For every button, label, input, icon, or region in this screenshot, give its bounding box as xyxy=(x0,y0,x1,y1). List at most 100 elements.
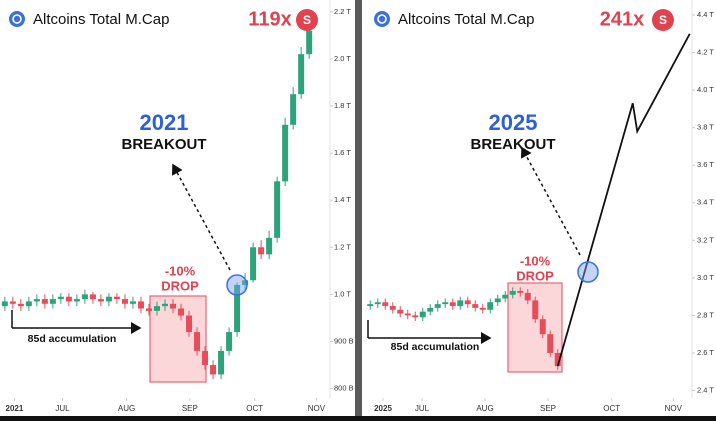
candle-body xyxy=(258,247,265,255)
candle-body xyxy=(524,292,531,301)
breakout-label: BREAKOUT xyxy=(471,136,556,153)
candle-body xyxy=(97,299,104,302)
x-tick-label: AUG xyxy=(476,404,493,413)
candle-body xyxy=(374,302,381,305)
candle-body xyxy=(509,290,516,295)
candle-body xyxy=(81,294,88,300)
drop-pct: -10% xyxy=(520,253,551,268)
y-tick-label: 3.8 T xyxy=(697,123,714,132)
y-tick-label: 2.2 T xyxy=(334,7,351,16)
title-icon xyxy=(9,11,25,27)
candle-body xyxy=(464,300,471,305)
candle-body xyxy=(427,307,434,312)
candle-body xyxy=(389,306,396,310)
candle-body xyxy=(17,303,24,307)
candle-body xyxy=(73,299,80,302)
x-tick-label: JUL xyxy=(55,404,70,413)
candle-body xyxy=(298,54,305,95)
candle-body xyxy=(419,311,426,318)
x-tick-label: OCT xyxy=(603,404,620,413)
candle-body xyxy=(250,247,257,281)
candle-body xyxy=(397,309,404,314)
projection-line xyxy=(556,33,691,367)
multiplier: 241x xyxy=(600,8,645,30)
candle-body xyxy=(290,94,297,125)
y-tick-label: 900 B xyxy=(334,336,354,345)
y-tick-label: 1.8 T xyxy=(334,101,351,110)
y-tick-label: 2.0 T xyxy=(334,54,351,63)
breakout-circle xyxy=(226,274,248,296)
candle-body xyxy=(194,332,201,351)
x-tick-label: JUL xyxy=(415,404,430,413)
title-icon-inner xyxy=(377,14,387,24)
y-tick-label: 1.2 T xyxy=(334,242,351,251)
chart-title: Altcoins Total M.Cap xyxy=(33,11,169,28)
candle-body xyxy=(41,299,48,304)
breakout-year: 2025 xyxy=(489,110,538,135)
candle-body xyxy=(210,365,217,375)
y-tick-label: 3.4 T xyxy=(697,198,714,207)
breakout-circle xyxy=(577,261,599,283)
y-tick-label: 2.6 T xyxy=(697,348,714,357)
candle-body xyxy=(517,290,524,293)
y-tick-label: 800 B xyxy=(334,384,354,393)
drop-label: DROP xyxy=(516,268,554,283)
candle-body xyxy=(494,298,501,303)
candle-body xyxy=(442,302,449,305)
breakout-arrow xyxy=(172,163,231,271)
candle-body xyxy=(178,308,185,316)
x-tick-label: OCT xyxy=(246,404,263,413)
drop-pct: -10% xyxy=(165,263,196,278)
candle-body xyxy=(49,299,56,304)
candle-body xyxy=(226,332,233,351)
candle-body xyxy=(367,304,374,307)
y-tick-label: 2.8 T xyxy=(697,310,714,319)
y-tick-label: 4.0 T xyxy=(697,85,714,94)
drop-box xyxy=(507,282,563,373)
breakout-label: BREAKOUT xyxy=(122,136,207,153)
y-tick-label: 4.2 T xyxy=(697,48,714,57)
candle-body xyxy=(153,306,160,311)
x-tick-label: NOV xyxy=(308,404,326,413)
y-tick-label: 3.6 T xyxy=(697,160,714,169)
y-tick-label: 1.0 T xyxy=(334,289,351,298)
y-tick-label: 3.2 T xyxy=(697,235,714,244)
candle-body xyxy=(479,307,486,310)
accumulation-label: 85d accumulation xyxy=(391,341,480,353)
bottom-bar xyxy=(0,416,716,421)
title-icon-inner xyxy=(12,14,22,24)
candle-body xyxy=(89,294,96,300)
x-tick-label: SEP xyxy=(182,404,198,413)
candle-body xyxy=(306,30,313,55)
chart-title: Altcoins Total M.Cap xyxy=(398,11,534,28)
candle-body xyxy=(449,302,456,307)
candle-body xyxy=(9,301,16,304)
candle-body xyxy=(1,301,8,307)
x-tick-label: AUG xyxy=(118,404,135,413)
candle-body xyxy=(404,313,411,316)
candle-body xyxy=(137,301,144,309)
y-tick-label: 3.0 T xyxy=(697,273,714,282)
drop-label: DROP xyxy=(161,278,199,293)
candle-body xyxy=(487,302,494,310)
candle-body xyxy=(472,304,479,308)
candle-body xyxy=(202,350,209,366)
candle-body xyxy=(547,334,554,353)
x-tick-label: NOV xyxy=(665,404,683,413)
candle-body xyxy=(282,124,289,182)
candle-body xyxy=(121,299,128,304)
candle-body xyxy=(57,296,64,300)
x-tick-label: 2025 xyxy=(374,404,392,413)
candle-body xyxy=(382,302,389,307)
candle-body xyxy=(539,319,546,335)
candle-body xyxy=(170,303,177,309)
y-tick-label: 2.4 T xyxy=(697,385,714,394)
badge: S xyxy=(303,13,311,27)
candle-body xyxy=(33,299,40,302)
y-tick-label: 1.4 T xyxy=(334,195,351,204)
breakout-year: 2021 xyxy=(140,110,189,135)
candle-body xyxy=(532,300,539,320)
badge-circle xyxy=(296,9,318,31)
candle-body xyxy=(242,280,249,285)
